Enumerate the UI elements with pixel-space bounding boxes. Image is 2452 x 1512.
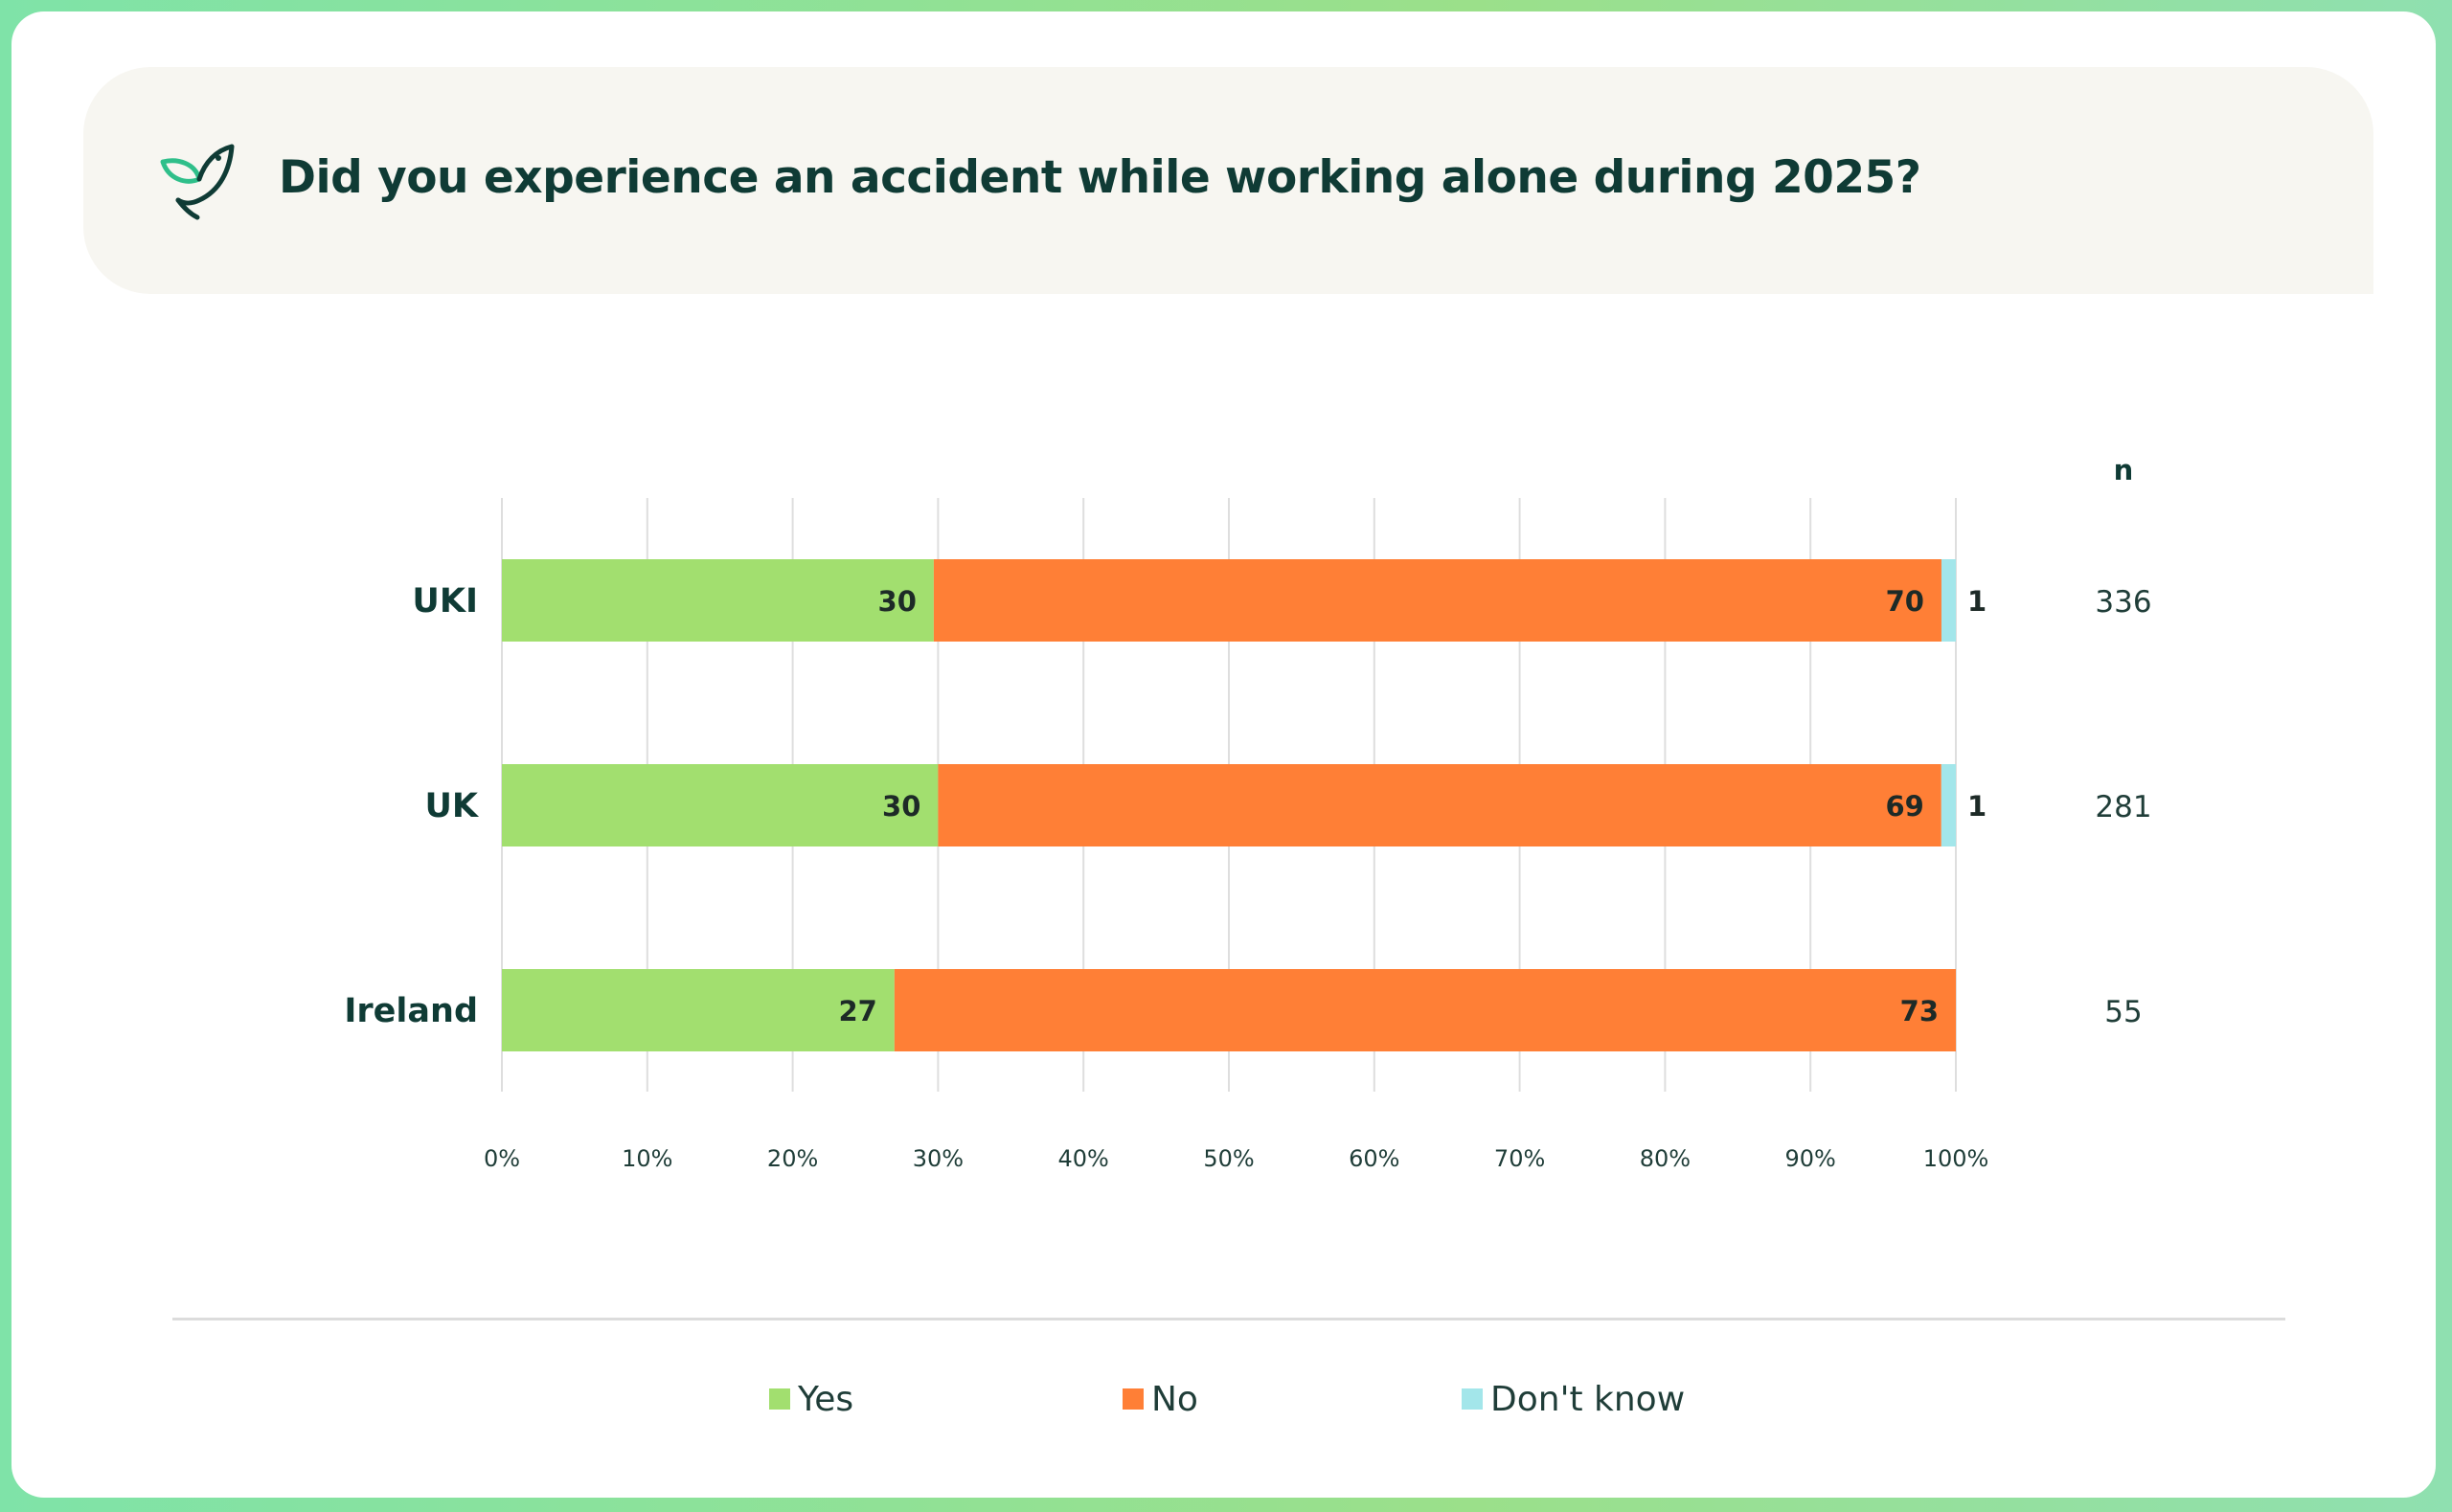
legend-label-no: No <box>1151 1379 1198 1419</box>
bar-segment-yes <box>502 559 934 642</box>
x-tick-label: 30% <box>913 1145 964 1172</box>
legend-swatch-dont-know <box>1462 1388 1483 1410</box>
bar-segment-dont-know <box>1941 559 1956 642</box>
x-tick-label: 100% <box>1923 1145 1989 1172</box>
data-label-yes: 30 <box>882 790 920 823</box>
bar-segment-dont-know <box>1941 764 1956 846</box>
data-label-yes: 27 <box>839 995 877 1027</box>
x-tick-label: 70% <box>1494 1145 1545 1172</box>
x-tick-label: 60% <box>1349 1145 1399 1172</box>
data-label-no: 73 <box>1900 995 1939 1027</box>
x-tick-label: 80% <box>1640 1145 1691 1172</box>
x-tick-label: 10% <box>622 1145 672 1172</box>
data-label-yes: 30 <box>878 585 917 618</box>
data-label-dont-know: 1 <box>1967 585 1987 618</box>
stacked-bar-chart: 0% 10% 20% 30% 40% 50% 60% 70% 80% 90% 100% n UKI 30 7… <box>344 454 2151 1172</box>
bar-segment-no <box>938 764 1941 846</box>
category-label: Ireland <box>344 992 478 1030</box>
x-tick-label: 90% <box>1785 1145 1836 1172</box>
category-label: UKI <box>412 582 478 621</box>
legend-swatch-yes <box>769 1388 790 1410</box>
bar-segment-yes <box>502 969 895 1051</box>
bar-segment-yes <box>502 764 939 846</box>
chart-card: Did you experience an accident while wor… <box>11 11 2436 1498</box>
header-panel: Did you experience an accident while wor… <box>83 67 2373 294</box>
n-value: 336 <box>2095 585 2151 620</box>
legend-label-yes: Yes <box>798 1379 854 1419</box>
n-column-header: n <box>2114 454 2134 486</box>
data-label-no: 70 <box>1886 585 1924 618</box>
x-tick-label: 50% <box>1203 1145 1254 1172</box>
category-label: UK <box>424 787 479 825</box>
legend-item-no: No <box>1123 1375 1198 1423</box>
legend-label-dont-know: Don't know <box>1490 1379 1686 1419</box>
bird-logo-icon <box>160 144 235 220</box>
n-value: 55 <box>2104 995 2142 1029</box>
legend-divider <box>172 1318 2285 1320</box>
legend-item-yes: Yes <box>769 1375 853 1423</box>
legend-swatch-no <box>1123 1388 1144 1410</box>
x-tick-label: 0% <box>484 1145 520 1172</box>
data-label-no: 69 <box>1885 790 1923 823</box>
n-value: 281 <box>2095 790 2151 824</box>
x-tick-label: 40% <box>1058 1145 1109 1172</box>
bar-segment-no <box>894 969 1956 1051</box>
x-tick-label: 20% <box>767 1145 818 1172</box>
bar-segment-no <box>933 559 1941 642</box>
data-label-dont-know: 1 <box>1967 790 1987 823</box>
page-title: Did you experience an accident while wor… <box>279 151 1921 204</box>
legend-item-dont-know: Don't know <box>1462 1375 1685 1423</box>
